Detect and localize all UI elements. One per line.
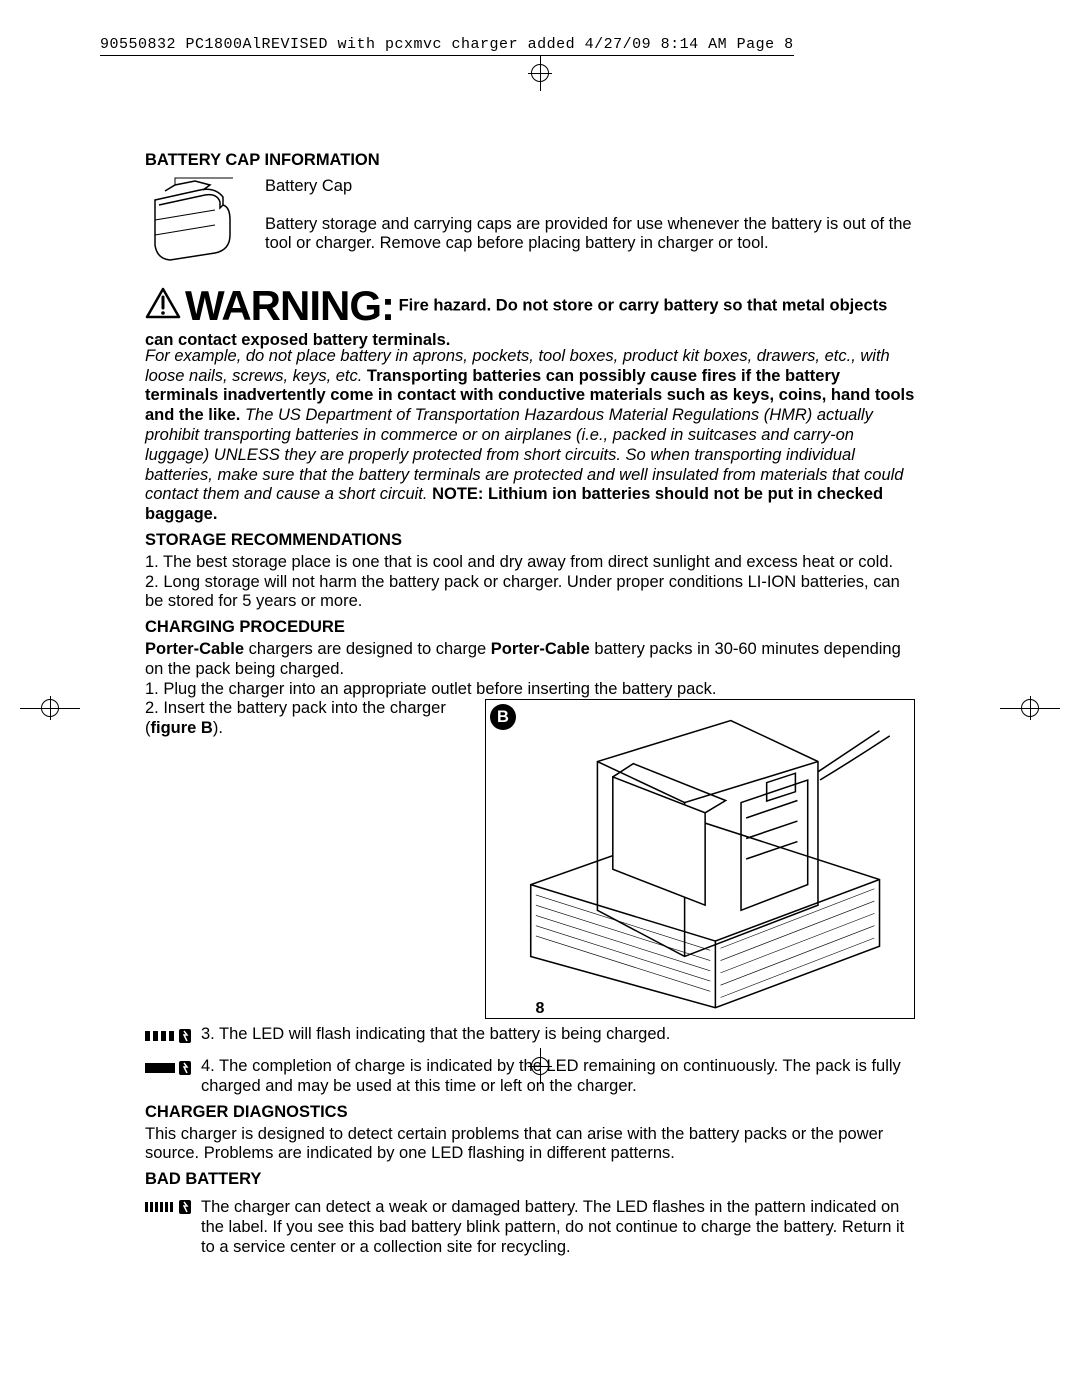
led-flash-icon [145, 1025, 193, 1051]
charging-step-2b-suffix: ). [213, 719, 223, 737]
bad-battery-body: The charger can detect a weak or damaged… [201, 1198, 915, 1257]
battery-cap-label: Battery Cap [265, 177, 915, 197]
heading-charging: CHARGING PROCEDURE [145, 618, 915, 638]
warning-triangle-icon [145, 287, 181, 325]
storage-line-2: 2. Long storage will not harm the batter… [145, 573, 915, 613]
figure-b-charger: B [485, 699, 915, 1019]
charging-step-3: 3. The LED will flash indicating that th… [201, 1025, 915, 1045]
charging-brand-2: Porter-Cable [491, 640, 590, 658]
print-header: 90550832 PC1800AlREVISED with pcxmvc cha… [100, 36, 794, 56]
charging-step-1: 1. Plug the charger into an appropriate … [145, 680, 915, 700]
crop-mark-left [20, 696, 80, 720]
heading-storage: STORAGE RECOMMENDATIONS [145, 531, 915, 551]
led-bad-battery-icon [145, 1196, 193, 1222]
page-number: 8 [536, 1000, 545, 1018]
crop-mark-top [528, 55, 552, 91]
page-content: BATTERY CAP INFORMATION Battery Cap Batt… [145, 145, 915, 1257]
battery-cap-desc: Battery storage and carrying caps are pr… [265, 215, 915, 255]
warning-block: WARNING: Fire hazard. Do not store or ca… [145, 281, 915, 525]
charging-intro-2: chargers are designed to charge [244, 640, 491, 658]
charging-brand-1: Porter-Cable [145, 640, 244, 658]
heading-diagnostics: CHARGER DIAGNOSTICS [145, 1103, 915, 1123]
charging-step-2a: 2. Insert the battery pack into the char… [145, 699, 465, 719]
charging-figure-ref: figure B [151, 719, 213, 737]
battery-cap-illustration [145, 175, 255, 271]
charging-step-4: 4. The completion of charge is indicated… [201, 1057, 915, 1097]
led-solid-icon [145, 1057, 193, 1083]
warning-word: WARNING: [185, 282, 394, 329]
crop-mark-right [1000, 696, 1060, 720]
heading-bad-battery: BAD BATTERY [145, 1170, 915, 1190]
storage-line-1: 1. The best storage place is one that is… [145, 553, 915, 573]
heading-battery-cap: BATTERY CAP INFORMATION [145, 151, 915, 171]
diagnostics-body: This charger is designed to detect certa… [145, 1125, 915, 1165]
